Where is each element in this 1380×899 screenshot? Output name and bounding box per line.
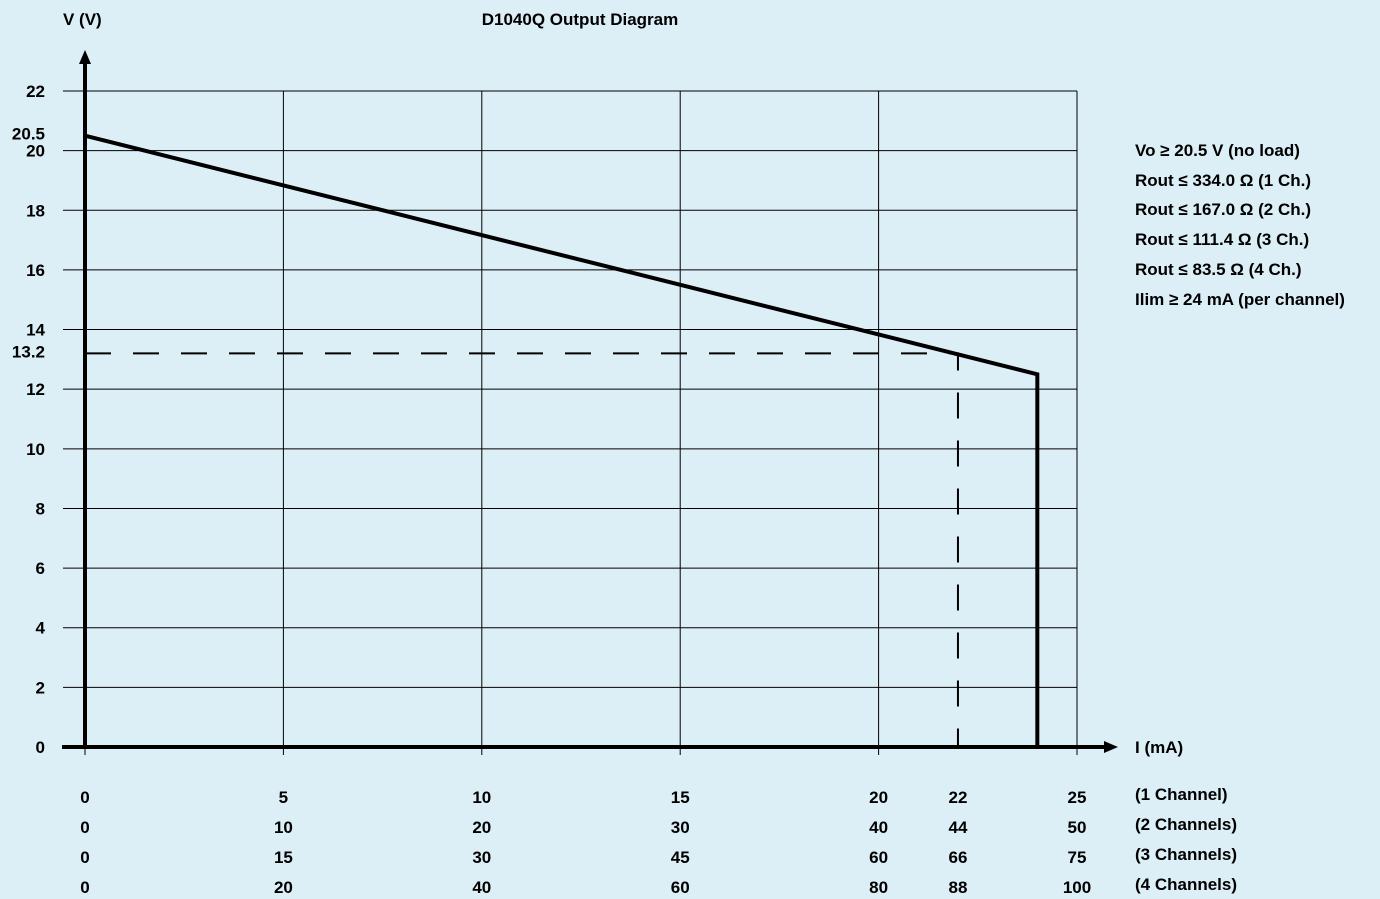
- y-tick-label-extra: 13.2: [12, 342, 45, 361]
- spec-rout-4ch: Rout ≤ 83.5 Ω (4 Ch.): [1135, 260, 1302, 279]
- y-tick-label: 18: [26, 201, 45, 220]
- x-tick-label: 15: [274, 848, 293, 867]
- x-tick-label: 5: [279, 788, 288, 807]
- x-tick-label: 15: [671, 788, 690, 807]
- x-axis-label: I (mA): [1135, 738, 1183, 757]
- x-tick-label: 10: [472, 788, 491, 807]
- x-tick-label: 45: [671, 848, 690, 867]
- y-tick-label: 12: [26, 380, 45, 399]
- x-tick-label: 66: [948, 848, 967, 867]
- x-tick-labels: 0 5 10 15 20 22 25 (1 Channel) 0 10 20 30 40 44 50 (2 C…: [80, 785, 1237, 897]
- y-tick-label: 16: [26, 261, 45, 280]
- y-tick-label: 2: [36, 678, 45, 697]
- y-tick-label: 14: [26, 321, 45, 340]
- reference-lines: [85, 352, 959, 747]
- y-tick-label: 4: [36, 619, 46, 638]
- y-tick-label: 10: [26, 440, 45, 459]
- x-tick-label: 22: [948, 788, 967, 807]
- x-tick-label: 50: [1068, 818, 1087, 837]
- x-tick-label: 44: [948, 818, 967, 837]
- x-tick-label: 60: [869, 848, 888, 867]
- x-tick-label: 10: [274, 818, 293, 837]
- x-tick-row-label: (4 Channels): [1135, 875, 1237, 894]
- spec-annotations: Vo ≥ 20.5 V (no load) Rout ≤ 334.0 Ω (1 …: [1135, 141, 1345, 309]
- x-tick-label: 0: [80, 848, 89, 867]
- spec-rout-2ch: Rout ≤ 167.0 Ω (2 Ch.): [1135, 200, 1311, 219]
- x-tick-label: 20: [869, 788, 888, 807]
- y-tick-label-extra: 20.5: [12, 125, 45, 144]
- x-tick-row-label: (2 Channels): [1135, 815, 1237, 834]
- spec-rout-3ch: Rout ≤ 111.4 Ω (3 Ch.): [1135, 230, 1309, 249]
- x-tick-row-label: (1 Channel): [1135, 785, 1228, 804]
- x-tick-row-label: (3 Channels): [1135, 845, 1237, 864]
- x-tick-label: 30: [671, 818, 690, 837]
- y-tick-labels: 0 2 4 6 8 10 12 14 16 18 20 22 20.5 13.2: [12, 82, 46, 757]
- x-tick-label: 0: [80, 878, 89, 897]
- y-tick-label: 20: [26, 142, 45, 161]
- spec-rout-1ch: Rout ≤ 334.0 Ω (1 Ch.): [1135, 171, 1311, 190]
- x-tick-label: 0: [80, 788, 89, 807]
- y-tick-label: 6: [36, 559, 45, 578]
- spec-ilim: Ilim ≥ 24 mA (per channel): [1135, 290, 1345, 309]
- grid: [63, 90, 1078, 755]
- x-axis-arrow: [1104, 741, 1118, 753]
- dashed-reference-line: [85, 352, 959, 747]
- y-axis-arrow: [79, 50, 91, 64]
- x-tick-label: 88: [948, 878, 967, 897]
- x-tick-label: 40: [472, 878, 491, 897]
- chart-title: D1040Q Output Diagram: [482, 10, 679, 29]
- x-tick-label: 40: [869, 818, 888, 837]
- series: [84, 133, 1040, 747]
- y-tick-label: 0: [36, 738, 45, 757]
- x-tick-label: 75: [1068, 848, 1087, 867]
- x-tick-label: 100: [1063, 878, 1091, 897]
- y-tick-label: 22: [26, 82, 45, 101]
- x-tick-label: 25: [1068, 788, 1087, 807]
- x-tick-label: 80: [869, 878, 888, 897]
- y-axis-label: V (V): [63, 10, 102, 29]
- x-tick-label: 20: [472, 818, 491, 837]
- output-characteristic-line: [84, 133, 1040, 747]
- x-tick-label: 30: [472, 848, 491, 867]
- x-tick-label: 20: [274, 878, 293, 897]
- x-tick-label: 0: [80, 818, 89, 837]
- x-tick-label: 60: [671, 878, 690, 897]
- y-tick-label: 8: [36, 499, 45, 518]
- spec-vo: Vo ≥ 20.5 V (no load): [1135, 141, 1300, 160]
- axes: [62, 50, 1118, 753]
